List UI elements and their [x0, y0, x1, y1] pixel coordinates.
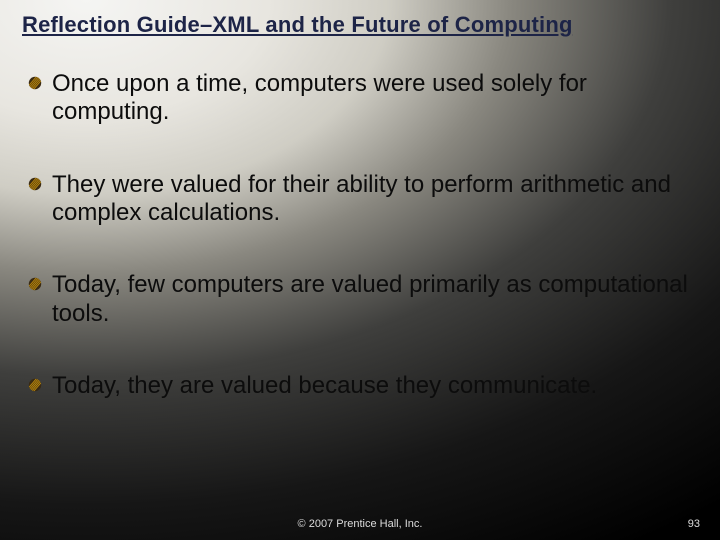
bullet-item: Today, few computers are valued primaril… — [28, 271, 698, 328]
bullet-icon — [28, 277, 42, 291]
bullet-text: Today, they are valued because they comm… — [52, 372, 597, 400]
bullet-text: Today, few computers are valued primaril… — [52, 271, 698, 328]
bullet-item: Today, they are valued because they comm… — [28, 372, 698, 400]
footer-copyright: © 2007 Prentice Hall, Inc. — [0, 518, 720, 530]
bullet-icon — [28, 378, 42, 392]
bullet-icon — [28, 76, 42, 90]
footer-page-number: 93 — [688, 518, 700, 530]
slide: Reflection Guide–XML and the Future of C… — [0, 0, 720, 540]
bullet-text: Once upon a time, computers were used so… — [52, 70, 698, 127]
bullet-item: They were valued for their ability to pe… — [28, 171, 698, 228]
bullet-icon — [28, 177, 42, 191]
slide-body: Once upon a time, computers were used so… — [28, 70, 698, 400]
slide-title: Reflection Guide–XML and the Future of C… — [22, 12, 700, 38]
bullet-item: Once upon a time, computers were used so… — [28, 70, 698, 127]
bullet-text: They were valued for their ability to pe… — [52, 171, 698, 228]
